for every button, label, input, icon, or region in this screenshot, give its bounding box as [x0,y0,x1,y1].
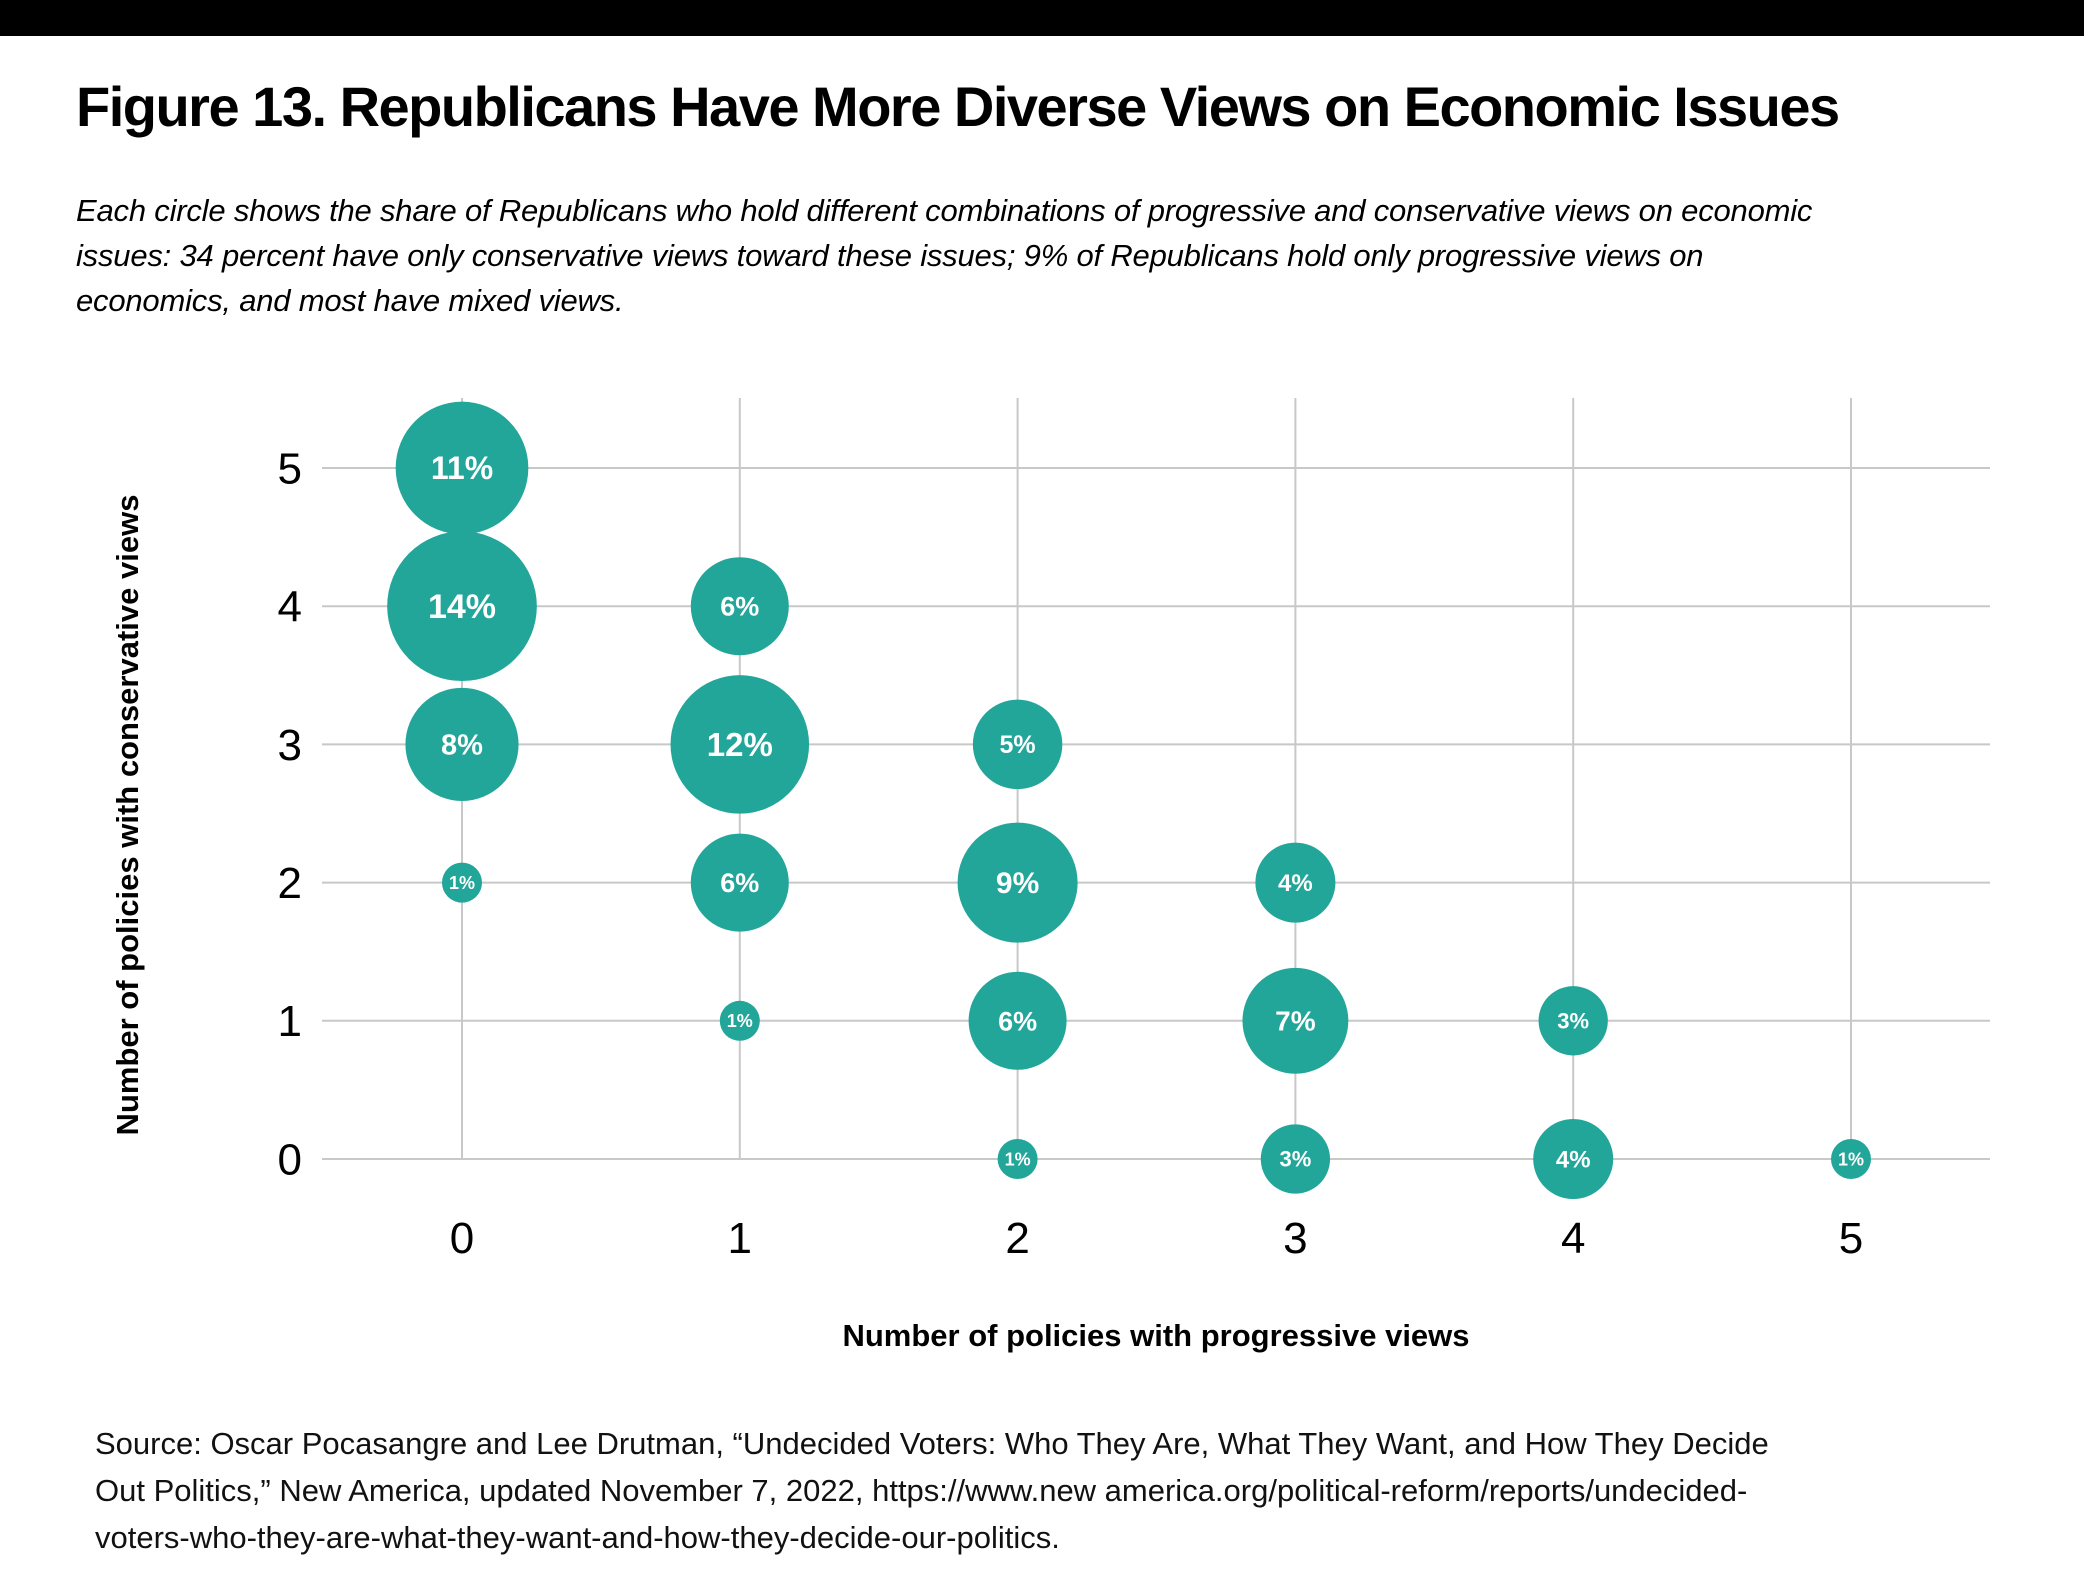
bubble-label-x4-y1: 3% [1557,1009,1589,1034]
bubble-x5-y0 [1831,1139,1871,1179]
bubble-x0-y5 [395,401,529,535]
y-tick-label-0: 0 [278,1135,302,1184]
bubble-x3-y1 [1242,967,1349,1074]
bubble-x0-y2 [442,862,482,903]
bubble-label-x5-y0: 1% [1838,1149,1864,1169]
bubble-x1-y4 [690,557,789,656]
source-citation: Source: Oscar Pocasangre and Lee Drutman… [95,1420,1769,1561]
figure-title: Figure 13. Republicans Have More Diverse… [76,75,1840,138]
x-tick-label-2: 2 [1005,1214,1029,1263]
x-tick-label-3: 3 [1283,1214,1307,1263]
bubble-x3-y0 [1260,1124,1331,1194]
x-tick-label-0: 0 [450,1214,474,1263]
y-axis-title: Number of policies with conservative vie… [110,495,145,1136]
bubble-x2-y0 [997,1139,1038,1179]
bubble-label-x2-y0: 1% [1005,1149,1031,1169]
bubble-label-x3-y1: 7% [1275,1006,1316,1037]
source-line: voters-who-they-are-what-they-want-and-h… [95,1520,1060,1555]
x-tick-label-5: 5 [1839,1214,1863,1263]
bubble-label-x1-y2: 6% [720,868,759,898]
x-axis-title: Number of policies with progressive view… [842,1318,1469,1353]
bubble-label-x2-y1: 6% [998,1006,1037,1036]
bubble-label-x3-y2: 4% [1278,870,1313,897]
bubble-x0-y4 [387,531,537,682]
y-tick-label-2: 2 [278,859,302,908]
bubble-label-x0-y5: 11% [431,450,493,486]
y-tick-label-5: 5 [278,444,302,493]
bubble-x2-y3 [972,699,1063,790]
source-line: Source: Oscar Pocasangre and Lee Drutman… [95,1426,1769,1461]
subtitle-line: economics, and most have mixed views. [76,283,624,318]
top-bar [0,0,2084,36]
bubble-x4-y1 [1538,986,1608,1056]
subtitle-line: Each circle shows the share of Republica… [76,193,1813,228]
bubble-label-x0-y3: 8% [441,730,483,762]
bubble-x1-y3 [670,675,810,814]
figure-subtitle: Each circle shows the share of Republica… [76,188,1812,323]
bubble-x3-y2 [1255,842,1336,923]
y-tick-label-4: 4 [278,583,302,632]
bubble-label-x0-y4: 14% [428,588,496,626]
source-line: Out Politics,” New America, updated Nove… [95,1473,1748,1508]
y-tick-label-3: 3 [278,721,302,770]
bubble-x2-y2 [957,822,1078,943]
bubble-label-x1-y1: 1% [727,1011,753,1031]
subtitle-line: issues: 34 percent have only conservativ… [76,238,1704,273]
bubble-label-x4-y0: 4% [1556,1146,1591,1173]
bubble-x1-y2 [690,833,789,932]
y-tick-label-1: 1 [278,997,302,1046]
bubble-label-x1-y4: 6% [720,592,759,622]
bubble-label-x2-y3: 5% [1000,731,1036,759]
x-tick-label-1: 1 [728,1214,752,1263]
bubble-x1-y1 [719,1000,760,1041]
bubble-label-x2-y2: 9% [996,867,1039,900]
bubble-label-x3-y0: 3% [1280,1147,1312,1172]
bubble-label-x1-y3: 12% [707,726,773,763]
x-tick-label-4: 4 [1561,1214,1585,1263]
bubble-x0-y3 [405,687,519,801]
bubble-x4-y0 [1533,1119,1614,1199]
bubble-x2-y1 [968,971,1067,1070]
bubble-label-x0-y2: 1% [449,873,475,893]
